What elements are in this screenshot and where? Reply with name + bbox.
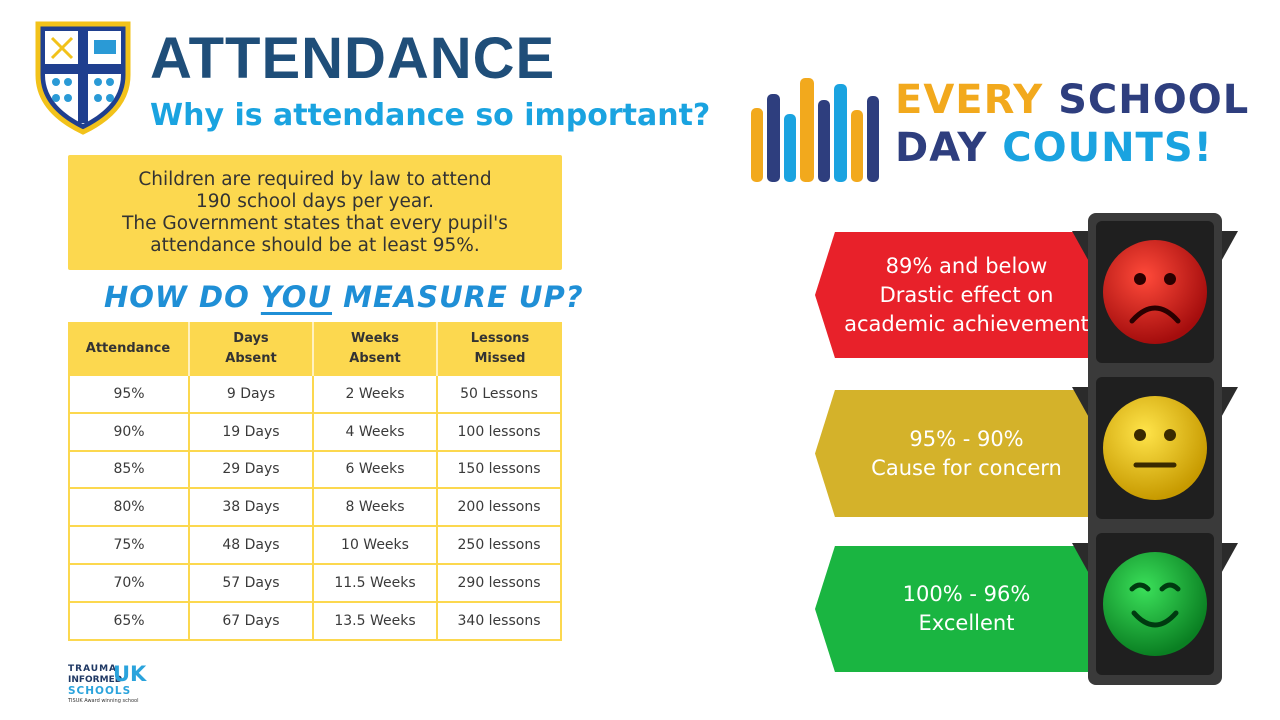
cell-attendance: 70% — [68, 564, 190, 603]
cell-attendance: 80% — [68, 489, 190, 528]
raised-hands-icon — [751, 78, 879, 182]
cell-days-absent: 38 Days — [190, 489, 314, 528]
cell-days-absent: 48 Days — [190, 527, 314, 565]
table-row: 95% 9 Days 2 Weeks 50 Lessons — [68, 376, 562, 414]
cell-attendance: 90% — [68, 413, 190, 452]
measure-before: HOW DO — [104, 280, 261, 314]
cell-weeks-absent: 4 Weeks — [314, 413, 438, 452]
cell-weeks-absent: 6 Weeks — [314, 451, 438, 490]
cell-lessons-missed: 200 lessons — [438, 489, 562, 528]
green-level-line: 100% - 96% — [902, 582, 1031, 606]
cell-weeks-absent: 11.5 Weeks — [314, 564, 438, 603]
attendance-table: Attendance Days Absent Weeks Absent Lesson… — [68, 322, 562, 641]
cell-days-absent: 9 Days — [190, 376, 314, 414]
measure-you: YOU — [260, 280, 333, 314]
every-school-day-counts-banner: EVERY SCHOOL DAY COUNTS! — [745, 70, 1248, 188]
trauma-informed-schools-logo: TRAUMA INFORMED UK SCHOOLS TISUK Award w… — [68, 662, 147, 705]
cell-weeks-absent: 2 Weeks — [314, 376, 438, 414]
amber-level-line: Cause for concern — [871, 455, 1062, 480]
cell-lessons-missed: 100 lessons — [438, 413, 562, 452]
law-line: 190 school days per year. — [196, 190, 434, 212]
table-row: 85% 29 Days 6 Weeks 150 lessons — [68, 451, 562, 490]
red-level-line: Drastic effect on — [879, 282, 1054, 307]
cell-lessons-missed: 340 lessons — [438, 602, 562, 641]
table-row: 90% 19 Days 4 Weeks 100 lessons — [68, 413, 562, 452]
neutral-face-icon — [1103, 396, 1207, 500]
cell-lessons-missed: 50 Lessons — [438, 376, 562, 414]
amber-level-line: 95% - 90% — [909, 426, 1024, 451]
esdc-line-1: EVERY SCHOOL — [895, 77, 1250, 123]
cell-weeks-absent: 10 Weeks — [314, 527, 438, 565]
table-row: 80% 38 Days 8 Weeks 200 lessons — [68, 489, 562, 528]
cell-attendance: 95% — [68, 376, 190, 414]
cell-attendance: 75% — [68, 527, 190, 565]
page-title: ATTENDANCE — [150, 26, 556, 91]
cell-attendance: 65% — [68, 602, 190, 641]
green-level-line: Excellent — [918, 611, 1015, 635]
column-header-attendance: Attendance — [68, 322, 190, 376]
red-level-line: 89% and below — [885, 253, 1048, 278]
law-requirement-banner: Children are required by law to attend 1… — [68, 155, 562, 270]
red-level-line: academic achievement — [844, 311, 1089, 336]
table-row: 65% 67 Days 13.5 Weeks 340 lessons — [68, 602, 562, 641]
traffic-light — [1072, 213, 1238, 685]
cell-days-absent: 67 Days — [190, 602, 314, 641]
cell-days-absent: 29 Days — [190, 451, 314, 490]
cell-lessons-missed: 150 lessons — [438, 451, 562, 490]
column-header-weeks-absent: Weeks Absent — [314, 322, 438, 376]
law-line: The Government states that every pupil's — [122, 212, 508, 234]
cell-weeks-absent: 8 Weeks — [314, 489, 438, 528]
school-crest-logo — [35, 21, 131, 135]
cell-lessons-missed: 290 lessons — [438, 564, 562, 603]
red-level-arrow: 89% and below Drastic effect on academic… — [815, 232, 1100, 358]
page-subtitle: Why is attendance so important? — [150, 98, 711, 133]
esdc-line-2: DAY COUNTS! — [895, 125, 1213, 171]
happy-face-icon — [1103, 552, 1207, 656]
cell-attendance: 85% — [68, 451, 190, 490]
law-line: Children are required by law to attend — [138, 168, 492, 190]
column-header-days-absent: Days Absent — [190, 322, 314, 376]
amber-level-arrow: 95% - 90% Cause for concern — [815, 390, 1100, 517]
measure-after: MEASURE UP? — [332, 280, 584, 314]
column-header-lessons-missed: Lessons Missed — [438, 322, 562, 376]
table-row: 70% 57 Days 11.5 Weeks 290 lessons — [68, 564, 562, 603]
table-header-row: Attendance Days Absent Weeks Absent Lesson… — [68, 322, 562, 376]
cell-lessons-missed: 250 lessons — [438, 527, 562, 565]
green-level-arrow: 100% - 96% Excellent — [815, 546, 1100, 672]
cell-weeks-absent: 13.5 Weeks — [314, 602, 438, 641]
cell-days-absent: 19 Days — [190, 413, 314, 452]
law-line: attendance should be at least 95%. — [150, 234, 480, 256]
table-row: 75% 48 Days 10 Weeks 250 lessons — [68, 527, 562, 565]
sad-face-icon — [1103, 240, 1207, 344]
measure-up-heading: HOW DO YOU MEASURE UP? — [104, 280, 583, 314]
cell-days-absent: 57 Days — [190, 564, 314, 603]
